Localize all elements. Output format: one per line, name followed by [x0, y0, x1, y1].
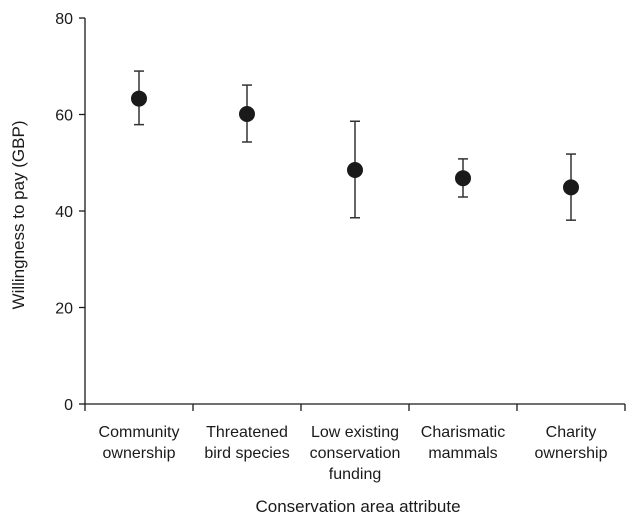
data-points [131, 90, 579, 196]
x-category-label: Low existing conservation funding [310, 424, 401, 483]
x-category-label: Threatened bird species [204, 424, 289, 462]
x-axis-title: Conservation area attribute [255, 497, 460, 516]
data-point [131, 90, 147, 107]
x-category-label-line: Charity [546, 424, 597, 441]
x-category-label-line: Threatened [206, 424, 288, 441]
x-category-label-line: Charismatic [421, 424, 505, 441]
x-category-label-line: mammals [428, 445, 497, 462]
data-point [563, 179, 579, 196]
data-point [455, 170, 471, 187]
x-category-label-line: bird species [204, 445, 289, 462]
data-point [239, 106, 255, 123]
y-tick-label: 20 [55, 301, 73, 318]
x-category-label: Charismatic mammals [421, 424, 505, 462]
y-tick-label: 80 [55, 11, 73, 28]
y-tick-label: 60 [55, 108, 73, 125]
x-category-label: Charity ownership [535, 424, 608, 462]
y-axis-title: Willingness to pay (GBP) [9, 121, 28, 310]
x-category-label-line: conservation [310, 445, 401, 462]
x-category-labels: Community ownership Threatened bird species… [99, 424, 608, 483]
y-ticks: 0 20 40 60 80 [55, 11, 85, 414]
x-category-label-line: ownership [103, 445, 176, 462]
data-point [347, 161, 363, 178]
x-category-label-line: Community [99, 424, 180, 441]
x-category-label-line: ownership [535, 445, 608, 462]
y-tick-label: 0 [64, 397, 73, 414]
x-category-label: Community ownership [99, 424, 180, 462]
x-category-label-line: Low existing [311, 424, 399, 441]
x-category-label-line: funding [329, 466, 382, 483]
y-tick-label: 40 [55, 204, 73, 221]
error-bars [134, 70, 576, 221]
